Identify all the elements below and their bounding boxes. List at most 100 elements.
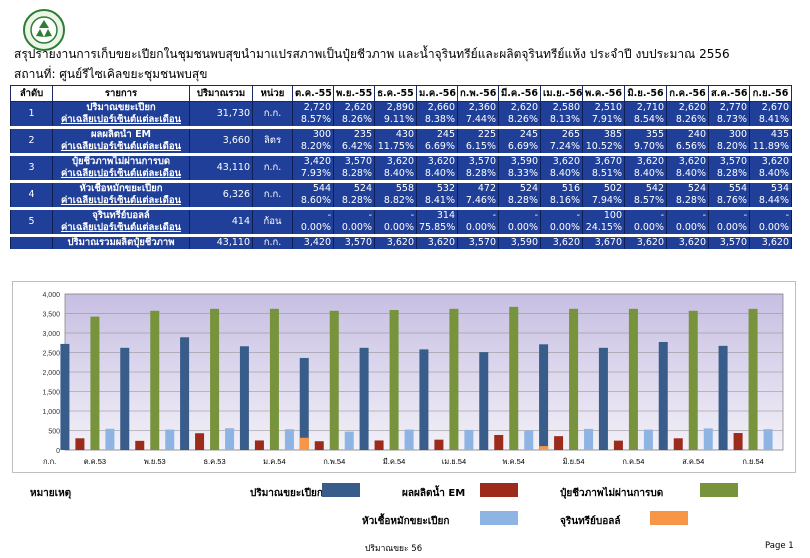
- bar-2: [374, 440, 384, 450]
- x-tick-label: เม.ย.54: [442, 457, 466, 466]
- total-row-name: ปริมาณรวมผลิตปุ๋ยชีวภาพ: [52, 237, 190, 249]
- month-value: 2,890: [374, 101, 417, 114]
- bar-1: [359, 347, 369, 450]
- bar-2: [254, 440, 264, 450]
- month-value: -: [457, 210, 499, 222]
- bar-4: [404, 429, 414, 450]
- month-percent: 8.40%: [540, 168, 583, 180]
- bar-3: [210, 308, 220, 450]
- month-value: 2,710: [624, 101, 667, 114]
- header-month: พ.ย.-55: [333, 85, 375, 102]
- month-percent: 9.11%: [374, 114, 417, 126]
- month-percent: 7.46%: [457, 195, 499, 207]
- month-percent: 8.57%: [292, 114, 334, 126]
- total-month-value: 3,420: [292, 237, 334, 249]
- month-value: 3,620: [374, 156, 417, 168]
- bar-1: [539, 344, 549, 450]
- bar-2: [733, 433, 743, 450]
- total-row-number: [10, 237, 53, 249]
- month-percent: 8.40%: [374, 168, 417, 180]
- bar-4: [763, 429, 773, 450]
- month-value: 225: [457, 129, 499, 141]
- table-row-percent: ค่าเฉลี่ยเปอร์เซ็นต์แต่ละเดือน 0.00% 0.00%…: [11, 222, 792, 234]
- header-month: มิ.ย.-56: [624, 85, 667, 102]
- month-percent: 7.24%: [540, 141, 583, 153]
- month-value: 3,620: [540, 156, 583, 168]
- legend-swatch: [322, 483, 360, 497]
- row-avg-label: ค่าเฉลี่ยเปอร์เซ็นต์แต่ละเดือน: [52, 141, 190, 153]
- row-unit: ลิตร: [252, 129, 293, 153]
- bar-3: [269, 308, 279, 450]
- y-tick-label: 2,000: [42, 370, 60, 377]
- month-percent: 7.93%: [292, 168, 334, 180]
- y-tick-label: 2,500: [42, 351, 60, 358]
- month-value: 314: [416, 210, 458, 222]
- row-total: 414: [189, 210, 253, 234]
- month-value: 502: [582, 183, 625, 195]
- row-avg-label: ค่าเฉลี่ยเปอร์เซ็นต์แต่ละเดือน: [52, 195, 190, 207]
- month-percent: 10.52%: [582, 141, 625, 153]
- month-percent: 8.20%: [292, 141, 334, 153]
- x-tick-label: ก.ย.54: [742, 457, 763, 466]
- row-gap: [10, 180, 792, 183]
- month-percent: 8.60%: [292, 195, 334, 207]
- month-percent: 0.00%: [540, 222, 583, 234]
- bar-3: [329, 310, 339, 450]
- row-unit: ก.ก.: [252, 156, 293, 180]
- bar-1: [718, 345, 728, 450]
- bar-2: [75, 438, 85, 450]
- legend-label: หัวเชื้อหมักขยะเปียก: [362, 516, 450, 527]
- month-value: 524: [333, 183, 375, 195]
- table-row-percent: ค่าเฉลี่ยเปอร์เซ็นต์แต่ละเดือน 7.93% 8.28%…: [11, 168, 792, 180]
- month-percent: 8.13%: [540, 114, 583, 126]
- month-value: -: [292, 210, 334, 222]
- bar-5: [539, 446, 549, 450]
- header-month: ธ.ค.-55: [374, 85, 417, 102]
- legend-title: หมายเหตุ: [30, 488, 72, 499]
- y-tick-label: 500: [48, 429, 60, 436]
- bar-5: [299, 437, 309, 450]
- row-total: 3,660: [189, 129, 253, 153]
- month-percent: 8.44%: [749, 195, 792, 207]
- table-row: 3 ปุ๋ยชีวภาพไม่ผ่านการบด 43,110 ก.ก. 3,420 3,…: [10, 156, 792, 180]
- bar-3: [90, 316, 100, 450]
- month-percent: 8.33%: [498, 168, 541, 180]
- legend-label: จุรินทรีย์บอลล์: [560, 516, 621, 527]
- month-percent: 11.75%: [374, 141, 417, 153]
- bar-1: [180, 337, 190, 450]
- x-tick-label: มิ.ย.54: [563, 457, 585, 466]
- header-month: มี.ค.-56: [498, 85, 541, 102]
- row-total: 31,730: [189, 101, 253, 126]
- month-value: 2,720: [292, 101, 334, 114]
- total-month-value: 3,620: [374, 237, 417, 249]
- report-location: สถานที่: ศูนย์รีไซเคิลขยะชุมชนพบสุข: [14, 67, 208, 81]
- month-percent: 0.00%: [708, 222, 750, 234]
- legend-label: ปริมาณขยะเปียก: [250, 488, 323, 499]
- row-number: 1: [10, 101, 53, 126]
- month-value: 3,590: [498, 156, 541, 168]
- row-avg-label: ค่าเฉลี่ยเปอร์เซ็นต์แต่ละเดือน: [52, 114, 190, 126]
- header-month: ก.ย.-56: [749, 85, 792, 102]
- month-percent: 0.00%: [457, 222, 499, 234]
- bar-3: [509, 306, 519, 450]
- bar-1: [658, 341, 668, 450]
- x-tick-label: ก.พ.54: [323, 457, 345, 466]
- month-value: 235: [333, 129, 375, 141]
- month-percent: 8.51%: [582, 168, 625, 180]
- row-unit: ก.ก.: [252, 183, 293, 207]
- total-month-value: 3,570: [708, 237, 750, 249]
- month-percent: 11.89%: [749, 141, 792, 153]
- month-value: 558: [374, 183, 417, 195]
- header-month: ม.ค.-56: [416, 85, 458, 102]
- row-number: 2: [10, 129, 53, 153]
- month-percent: 6.15%: [457, 141, 499, 153]
- total-row-unit: ก.ก.: [252, 237, 293, 249]
- bar-3: [688, 310, 698, 450]
- row-gap: [10, 126, 792, 129]
- month-value: 3,620: [666, 156, 709, 168]
- bar-2: [434, 439, 444, 450]
- bar-2: [554, 436, 564, 450]
- month-value: -: [624, 210, 667, 222]
- month-value: -: [374, 210, 417, 222]
- month-value: 542: [624, 183, 667, 195]
